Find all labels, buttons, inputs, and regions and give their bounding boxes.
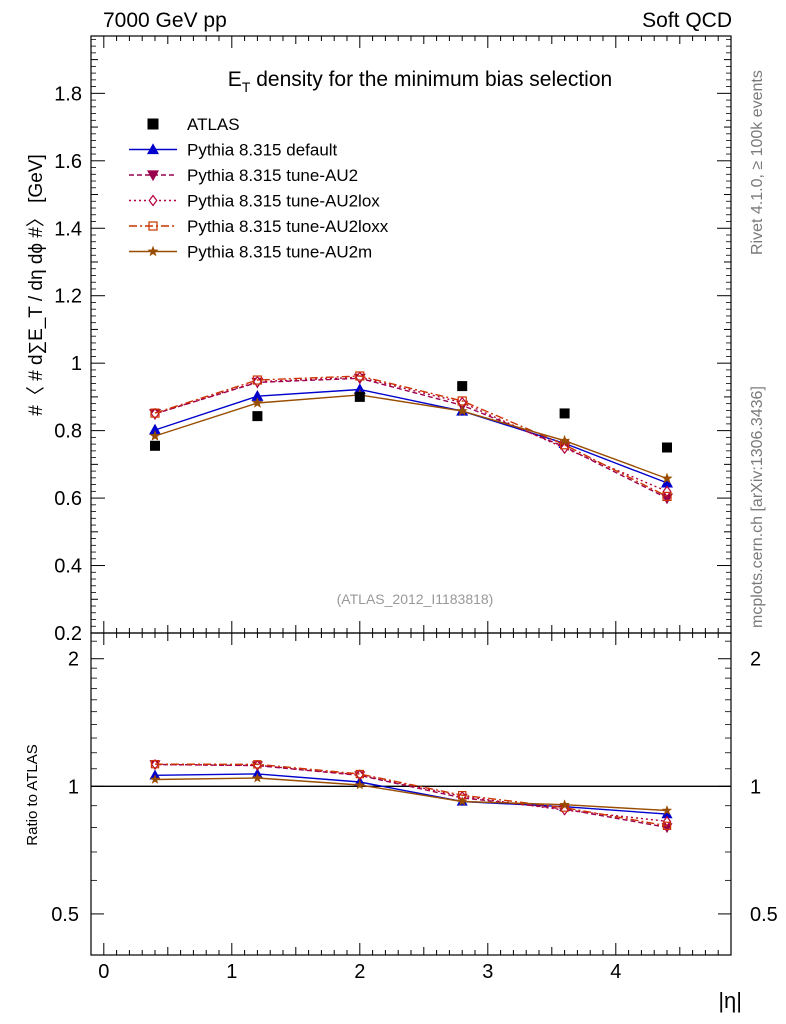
series-0 (148, 383, 674, 488)
ratio-plot-frame (90, 632, 732, 956)
x-tick-label: 2 (354, 961, 365, 983)
ratio-point (355, 769, 365, 779)
series-point (662, 491, 672, 501)
legend-entry: Pythia 8.315 default (129, 141, 338, 160)
legend-marker (148, 194, 158, 207)
chart-title: ET density for the minimum bias selectio… (228, 68, 612, 95)
analysis-label: (ATLAS_2012_I1183818) (337, 591, 494, 607)
ratio-tick-label-right: 2 (750, 649, 761, 671)
x-tick-label: 3 (482, 961, 493, 983)
legend-label: Pythia 8.315 default (187, 141, 338, 160)
series-line (154, 376, 668, 492)
ratio-series-3 (150, 759, 672, 830)
data-point (150, 440, 160, 451)
atlas-data (150, 381, 672, 453)
legend-label: Pythia 8.315 tune-AU2m (187, 243, 372, 262)
legend-marker (146, 170, 160, 182)
series-point (661, 472, 673, 484)
ratio-series-4 (149, 772, 673, 815)
y-tick-label: 1 (71, 353, 82, 375)
series-3 (150, 371, 672, 501)
ratio-point (354, 779, 365, 790)
y-tick-label: 1.4 (54, 218, 82, 240)
series-line (154, 375, 668, 498)
ratio-series-1 (149, 760, 673, 834)
series-point (251, 397, 263, 408)
ratio-axis-label: Ratio to ATLAS (24, 744, 41, 845)
x-tick-label: 4 (610, 961, 621, 983)
x-tick-label: 1 (226, 961, 237, 983)
ratio-point (252, 772, 263, 783)
series-line (154, 394, 668, 480)
ratio-line (154, 777, 668, 812)
y-tick-label: 1.8 (54, 83, 82, 105)
ratio-line (154, 763, 668, 822)
x-tick-label: 0 (98, 961, 109, 983)
header-right: Soft QCD (642, 9, 732, 32)
ratio-point (150, 759, 160, 769)
series-point (252, 375, 262, 385)
legend-marker (147, 118, 159, 130)
legend-marker (147, 245, 159, 257)
series-point (559, 434, 571, 446)
series-line (154, 377, 668, 499)
legend-label: Pythia 8.315 tune-AU2 (187, 166, 358, 185)
series-point (150, 408, 160, 418)
legend-label: ATLAS (187, 115, 240, 134)
ratio-tick-label: 1 (68, 776, 79, 798)
rivet-label: Rivet 4.1.0, ≥ 100k events (749, 70, 766, 255)
series-point (149, 430, 161, 441)
legend-entry: Pythia 8.315 tune-AU2 (129, 166, 358, 185)
ratio-point (457, 796, 468, 806)
header-left: 7000 GeV pp (103, 9, 227, 32)
series-4 (149, 389, 673, 484)
data-point (252, 411, 263, 422)
ratio-tick-label-right: 0.5 (750, 904, 778, 926)
ratio-line (154, 763, 668, 829)
mcplots-label: mcplots.cern.ch [arXiv:1306.3436] (749, 386, 766, 628)
series-point (456, 405, 468, 416)
y-axis-label: #〈 # d∑E_T / dη dϕ #〉 [GeV] (25, 154, 47, 415)
legend-marker (148, 221, 158, 231)
y-tick-label: 1.2 (54, 286, 82, 308)
ratio-tick-label-right: 1 (750, 776, 761, 798)
legend-entry: Pythia 8.315 tune-AU2loxx (129, 217, 389, 236)
legend-marker (146, 143, 160, 155)
ratio-line (154, 773, 668, 815)
y-tick-label: 1.6 (54, 151, 82, 173)
series-line (154, 388, 668, 484)
legend-label: Pythia 8.315 tune-AU2lox (187, 192, 380, 211)
y-tick-label: 0.2 (54, 623, 82, 645)
ratio-point (149, 774, 161, 784)
data-point (559, 408, 570, 419)
ratio-line (154, 763, 668, 827)
ratio-point (661, 805, 673, 815)
series-point (457, 396, 467, 406)
series-point (662, 485, 672, 498)
ratio-tick-label: 2 (68, 649, 79, 671)
data-point (354, 391, 365, 402)
ratio-point (253, 760, 262, 769)
legend-entry: Pythia 8.315 tune-AU2m (129, 243, 372, 262)
data-point (662, 442, 672, 453)
legend-entry-atlas: ATLAS (147, 115, 240, 134)
ratio-point (559, 799, 570, 810)
y-tick-label: 0.8 (54, 421, 82, 443)
series-point (355, 371, 365, 381)
legend-entry: Pythia 8.315 tune-AU2lox (129, 192, 380, 211)
data-point (457, 381, 468, 392)
x-axis-label: |η| (718, 988, 742, 1013)
ratio-point (662, 821, 672, 830)
y-tick-label: 0.6 (54, 488, 82, 510)
legend-label: Pythia 8.315 tune-AU2loxx (187, 217, 389, 236)
y-tick-label: 0.4 (54, 556, 82, 578)
series-2 (150, 371, 672, 498)
ratio-tick-label: 0.5 (51, 904, 79, 926)
series-1 (148, 373, 674, 505)
